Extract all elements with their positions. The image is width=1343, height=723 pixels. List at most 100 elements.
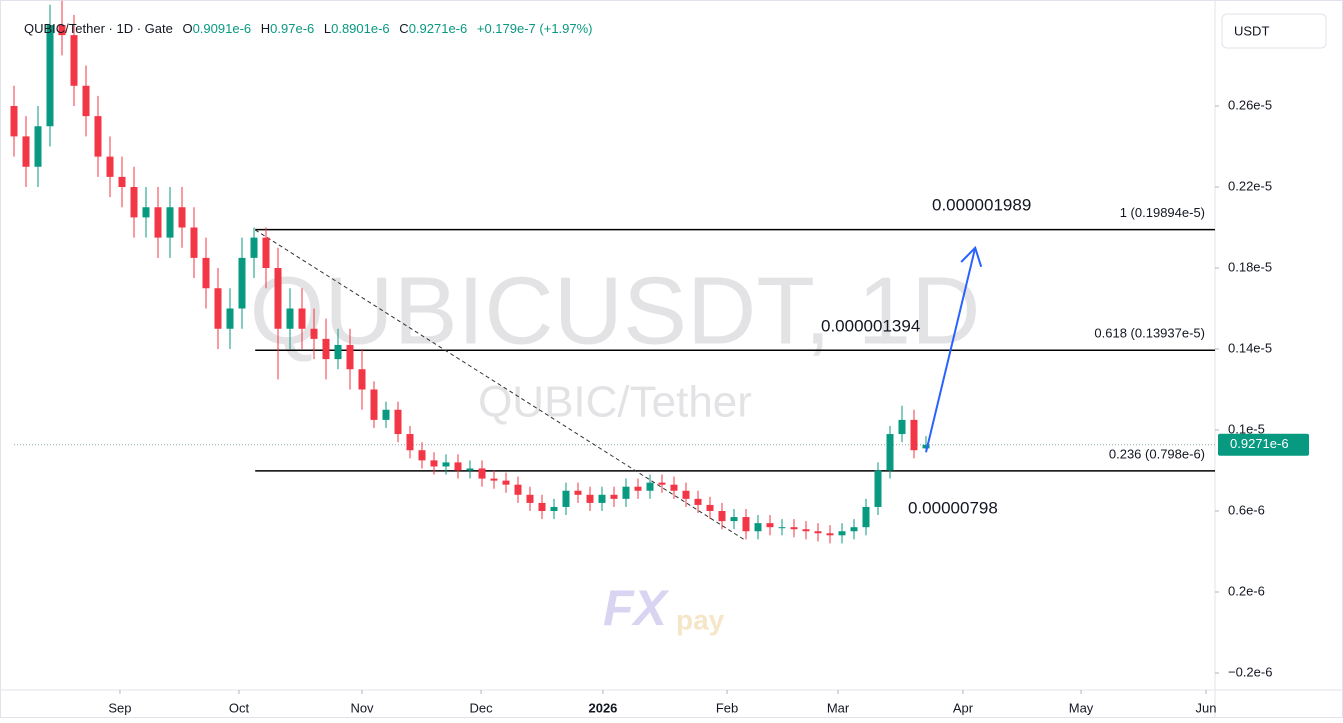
fib-annotation: 0.000001394 xyxy=(821,316,920,335)
high-value: 0.97e-6 xyxy=(270,21,314,36)
x-tick-label: 2026 xyxy=(588,700,617,715)
candle-body xyxy=(46,25,54,127)
candle-body xyxy=(454,462,462,471)
fib-label: 1 (0.19894e-5) xyxy=(1120,205,1205,220)
open-label: O xyxy=(182,21,192,36)
candle-body xyxy=(430,460,438,467)
watermark-title: QUBICUSDT, 1D xyxy=(250,257,981,364)
candle-body xyxy=(886,434,894,471)
candle-body xyxy=(82,85,90,117)
candle-body xyxy=(790,527,798,530)
candle-body xyxy=(478,468,486,479)
candle-body xyxy=(814,531,822,534)
candle-body xyxy=(490,478,498,481)
candle-body xyxy=(310,328,318,339)
open-value: 0.9091e-6 xyxy=(193,21,252,36)
candle-body xyxy=(238,257,246,309)
low-label: L xyxy=(324,21,331,36)
candle-body xyxy=(226,308,234,329)
y-tick-label: 0.22e-5 xyxy=(1228,178,1272,193)
x-tick-label: Apr xyxy=(953,700,974,715)
candle-body xyxy=(538,502,546,511)
candle-body xyxy=(766,523,774,528)
candle-body xyxy=(550,506,558,511)
x-tick-label: Jun xyxy=(1195,700,1216,715)
candle-body xyxy=(862,506,870,528)
candle-body xyxy=(730,517,738,522)
candle-body xyxy=(118,176,126,188)
candle-body xyxy=(190,227,198,258)
candle-body xyxy=(370,389,378,420)
candle-body xyxy=(634,486,642,491)
currency-button[interactable] xyxy=(1221,13,1327,49)
low-value: 0.8901e-6 xyxy=(331,21,390,36)
watermark-subtitle: QUBIC/Tether xyxy=(478,378,752,427)
symbol: QUBIC/Tether · 1D · Gate xyxy=(24,21,173,36)
candle-body xyxy=(646,482,654,491)
candle-body xyxy=(10,106,18,137)
candle-body xyxy=(274,268,282,329)
candle-body xyxy=(922,444,930,449)
fib-annotation: 0.00000798 xyxy=(908,498,998,517)
candle-body xyxy=(838,531,846,536)
fib-label: 0.618 (0.13937e-5) xyxy=(1094,326,1205,341)
candle-body xyxy=(334,344,342,360)
trendline xyxy=(254,229,746,541)
candle-body xyxy=(874,470,882,507)
candle-body xyxy=(826,533,834,536)
y-tick-label: 0.2e-6 xyxy=(1228,583,1265,598)
candle-body xyxy=(514,484,522,495)
y-tick-label: −0.2e-6 xyxy=(1228,664,1272,679)
candle-body xyxy=(778,527,786,529)
x-tick-label: May xyxy=(1069,700,1094,715)
candle-body xyxy=(154,207,162,238)
x-tick-label: Dec xyxy=(469,700,493,715)
legend-header: QUBIC/Tether · 1D · Gate O0.9091e-6 H0.9… xyxy=(24,21,593,36)
arrow xyxy=(925,247,977,453)
x-tick-label: Feb xyxy=(716,700,738,715)
plot: 1 (0.19894e-5) 0.618 (0.13937e-5) 0.236 (0… xyxy=(10,0,1215,544)
high-label: H xyxy=(261,21,270,36)
candle-body xyxy=(250,237,258,258)
candle-body xyxy=(910,419,918,451)
candle-body xyxy=(442,462,450,467)
candle-body xyxy=(142,207,150,218)
y-tick-label: 0.1e-5 xyxy=(1228,421,1265,436)
candle-body xyxy=(682,490,690,499)
candle-body xyxy=(262,237,270,269)
candle-body xyxy=(394,409,402,435)
candle-body xyxy=(850,527,858,532)
candle-body xyxy=(694,498,702,505)
candle-body xyxy=(586,494,594,503)
y-tick-label: 0.18e-5 xyxy=(1228,259,1272,274)
x-tick-label: Oct xyxy=(229,700,250,715)
candle-body xyxy=(94,116,102,157)
candle-body xyxy=(34,126,42,167)
x-tick-label: Sep xyxy=(108,700,131,715)
y-tick-label: 0.26e-5 xyxy=(1228,97,1272,112)
logo-fx: FX xyxy=(603,580,670,636)
candle-body xyxy=(622,486,630,499)
candle-body xyxy=(574,490,582,495)
candle-body xyxy=(286,308,294,329)
y-tick-label: 0.6e-6 xyxy=(1228,502,1265,517)
x-tick-label: Mar xyxy=(827,700,850,715)
candle-body xyxy=(322,338,330,360)
candle-body xyxy=(214,288,222,329)
candle-body xyxy=(178,207,186,228)
candle-body xyxy=(802,529,810,532)
last-price-box xyxy=(1218,433,1309,456)
candle-body xyxy=(706,504,714,511)
candle-body xyxy=(202,257,210,289)
candle-body xyxy=(130,187,138,218)
candle-body xyxy=(742,517,750,532)
close-label: C xyxy=(399,21,408,36)
candle-body xyxy=(22,136,30,167)
candle-body xyxy=(898,419,906,435)
candle-body xyxy=(466,468,474,471)
candle-body xyxy=(526,494,534,503)
currency-label[interactable]: USDT xyxy=(1234,23,1269,38)
candle-body xyxy=(382,409,390,420)
candle-body xyxy=(610,494,618,499)
